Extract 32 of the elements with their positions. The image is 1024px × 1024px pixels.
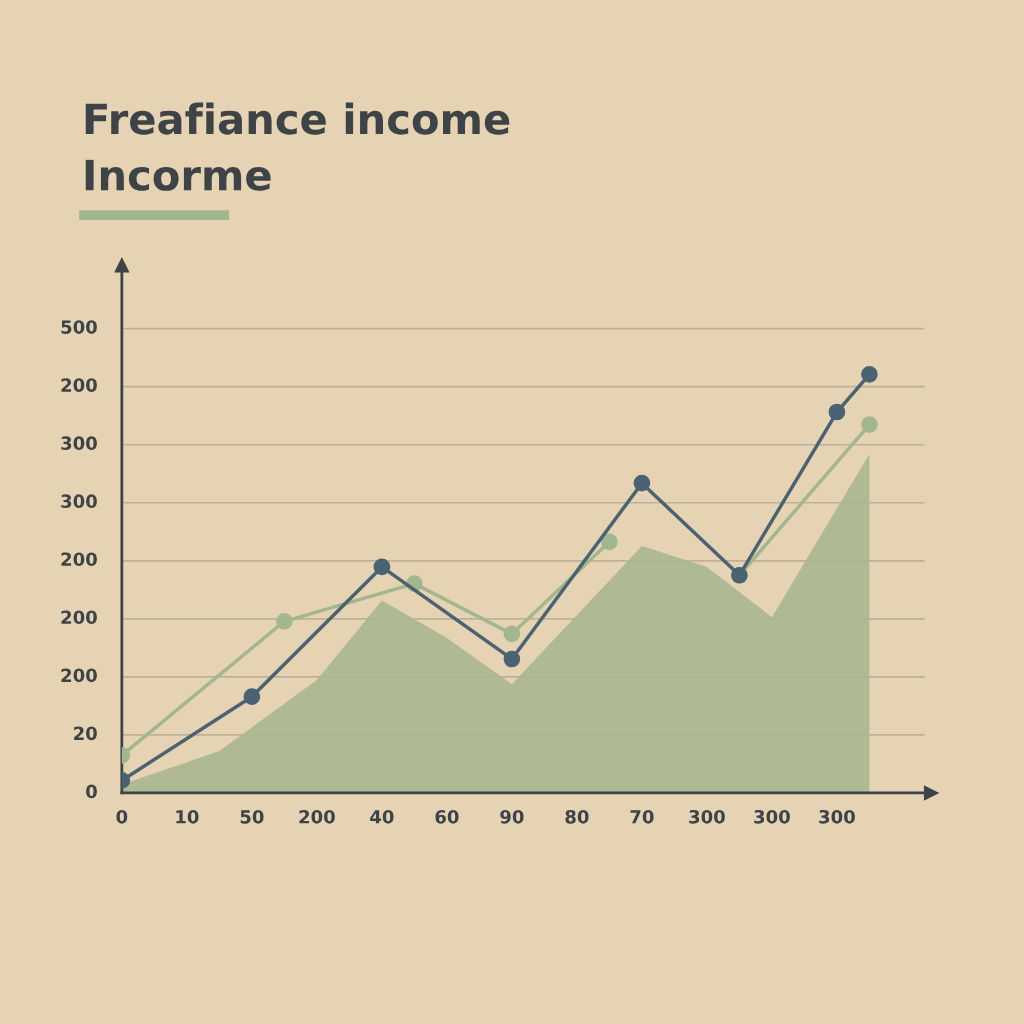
x-tick-label: 80 <box>565 809 589 824</box>
text: 300 <box>61 436 97 450</box>
text: 500 <box>61 320 97 334</box>
chart-title: Freafiance income Incorme <box>85 102 510 191</box>
x-tick-label: 200 <box>299 809 335 824</box>
point <box>503 625 521 643</box>
text: 200 <box>61 610 97 625</box>
text: 20 <box>74 726 97 741</box>
text: 0 <box>86 784 97 799</box>
x-tick-label: 40 <box>370 809 394 824</box>
x-tick-label: 90 <box>500 809 524 824</box>
point <box>861 366 878 383</box>
text: 200 <box>61 378 97 392</box>
point <box>373 558 391 576</box>
point <box>601 533 618 551</box>
x-tick-label: 60 <box>435 809 459 824</box>
x-tick-label: 300 <box>819 809 855 824</box>
point <box>633 474 651 492</box>
point <box>243 688 261 706</box>
point <box>503 650 521 668</box>
x-tick-label: 300 <box>754 809 790 824</box>
x-tick-label: 50 <box>240 809 264 824</box>
x-tick-label: 0 <box>116 809 128 824</box>
point <box>861 416 878 433</box>
x-tick-label: 70 <box>630 809 654 824</box>
text: 300 <box>61 494 97 509</box>
point <box>276 613 293 630</box>
x-tick-label: 10 <box>176 809 199 824</box>
text: 200 <box>61 668 97 683</box>
x-tick-label: 300 <box>689 809 725 824</box>
text: 200 <box>61 552 97 567</box>
point <box>828 403 846 421</box>
